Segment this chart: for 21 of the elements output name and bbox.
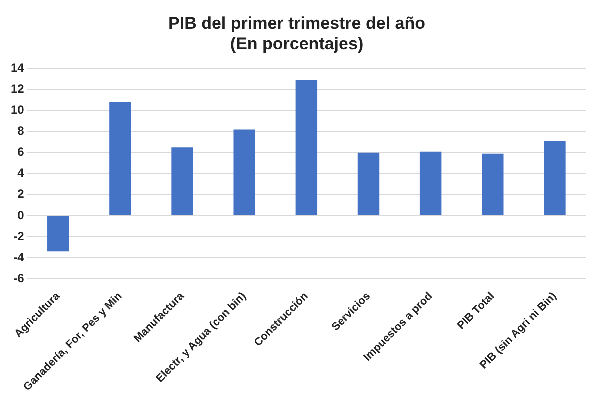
- y-tick-label: 2: [18, 187, 25, 202]
- bar: [420, 152, 442, 216]
- chart-title: PIB del primer trimestre del año (En porcentajes): [168, 14, 426, 54]
- y-tick-label: 6: [18, 145, 25, 160]
- y-tick-label: 12: [10, 82, 25, 96]
- y-tick-label: 10: [10, 103, 25, 118]
- bar: [110, 102, 132, 216]
- bar: [296, 80, 318, 216]
- bar: [48, 216, 70, 252]
- bar: [172, 148, 194, 216]
- y-tick-label: -2: [14, 229, 25, 244]
- bar: [482, 154, 504, 216]
- y-tick-label: 8: [18, 124, 25, 138]
- y-tick-label: -6: [14, 271, 25, 286]
- y-tick-label: 0: [18, 208, 25, 222]
- y-tick-label: 4: [18, 166, 25, 180]
- bar: [544, 141, 566, 216]
- y-tick-label: 14: [10, 61, 25, 76]
- y-tick-label: -4: [14, 250, 25, 264]
- bar: [358, 152, 380, 216]
- bar: [234, 130, 256, 216]
